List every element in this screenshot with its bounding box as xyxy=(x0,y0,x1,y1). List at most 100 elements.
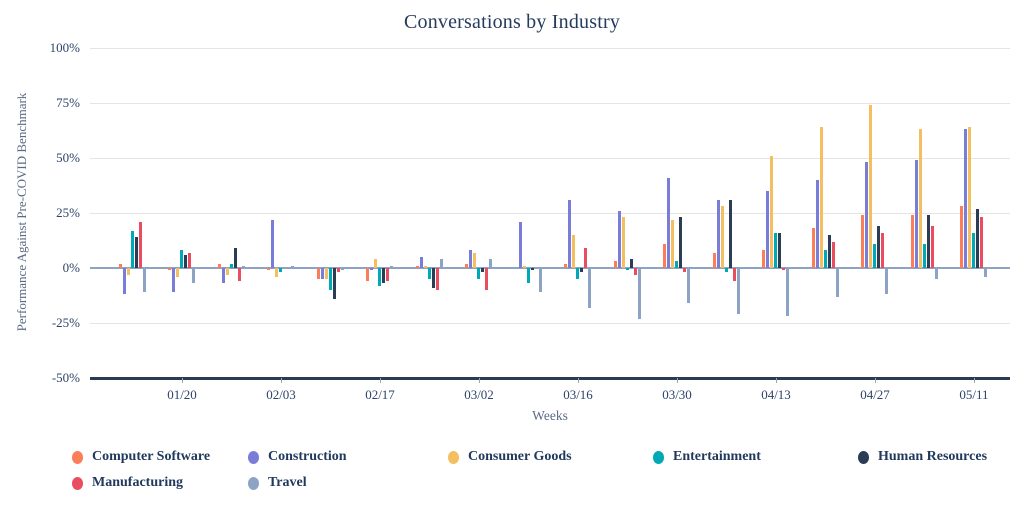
bar-consumer-goods-02-10 xyxy=(324,268,328,279)
bar-entertainment-01-13 xyxy=(130,230,134,268)
bar-entertainment-03-02 xyxy=(477,268,480,279)
bar-entertainment-03-30 xyxy=(675,261,678,268)
gridline xyxy=(90,323,1010,324)
bar-human-resources-02-10 xyxy=(332,268,336,299)
y-tick-label: 50% xyxy=(56,150,80,165)
bar-human-resources-01-27 xyxy=(233,248,237,268)
bar-computer-software-04-13 xyxy=(762,250,765,268)
x-tick-mark xyxy=(875,378,876,383)
legend-label: Consumer Goods xyxy=(468,449,572,464)
bar-consumer-goods-01-20 xyxy=(176,268,179,277)
gridline xyxy=(90,48,1010,49)
bar-entertainment-05-11 xyxy=(972,232,975,268)
bar-computer-software-04-06 xyxy=(712,252,716,268)
bar-travel-05-04 xyxy=(934,268,938,279)
x-axis-line xyxy=(90,377,1010,380)
x-tick-label: 03/30 xyxy=(662,387,692,402)
bar-consumer-goods-03-09 xyxy=(522,265,526,268)
bar-computer-software-01-13 xyxy=(118,263,122,268)
bar-manufacturing-03-16 xyxy=(584,248,587,268)
bar-computer-software-04-20 xyxy=(811,228,815,268)
x-tick-mark xyxy=(281,378,282,383)
bar-consumer-goods-01-27 xyxy=(225,268,229,275)
bar-manufacturing-01-27 xyxy=(237,268,241,282)
bar-consumer-goods-04-27 xyxy=(869,105,872,268)
legend-label: Human Resources xyxy=(878,449,988,464)
bar-human-resources-05-04 xyxy=(926,215,930,268)
bar-travel-03-09 xyxy=(538,268,542,293)
bar-entertainment-03-16 xyxy=(576,268,579,279)
x-tick-label: 04/13 xyxy=(761,387,791,402)
bar-entertainment-05-04 xyxy=(922,243,926,268)
bar-computer-software-01-20 xyxy=(168,268,171,271)
bar-construction-02-17 xyxy=(370,268,373,271)
bar-human-resources-04-13 xyxy=(778,232,781,268)
legend-item-construction[interactable]: Construction xyxy=(248,449,347,465)
bar-computer-software-04-27 xyxy=(861,215,864,268)
bar-manufacturing-03-30 xyxy=(683,268,686,273)
plot-area xyxy=(90,48,1010,380)
legend-item-consumer-goods[interactable]: Consumer Goods xyxy=(448,449,572,465)
y-tick-label: 75% xyxy=(56,95,80,110)
bar-entertainment-04-20 xyxy=(823,250,827,268)
bar-human-resources-05-11 xyxy=(976,208,979,268)
bar-travel-04-13 xyxy=(786,268,789,317)
x-tick-mark xyxy=(479,378,480,383)
bar-travel-03-02 xyxy=(489,259,492,268)
legend-item-human-resources[interactable]: Human Resources xyxy=(858,449,987,465)
bar-entertainment-04-27 xyxy=(873,243,876,268)
legend-marker-icon xyxy=(72,476,83,490)
legend-label: Construction xyxy=(268,449,347,464)
bar-human-resources-03-30 xyxy=(679,217,682,268)
x-tick-mark xyxy=(578,378,579,383)
bar-construction-01-27 xyxy=(221,268,225,284)
bar-travel-02-10 xyxy=(340,268,344,271)
bar-human-resources-02-17 xyxy=(382,268,385,284)
bar-manufacturing-03-02 xyxy=(485,268,488,290)
legend-item-manufacturing[interactable]: Manufacturing xyxy=(72,475,183,491)
x-tick-mark xyxy=(974,378,975,383)
bar-travel-03-23 xyxy=(637,268,641,319)
bar-consumer-goods-02-24 xyxy=(423,265,427,268)
bar-consumer-goods-04-06 xyxy=(720,206,724,268)
bar-human-resources-04-27 xyxy=(877,226,880,268)
bar-construction-03-16 xyxy=(568,199,571,268)
bar-computer-software-03-23 xyxy=(613,261,617,268)
legend-item-travel[interactable]: Travel xyxy=(248,475,307,491)
bar-consumer-goods-02-17 xyxy=(374,259,377,268)
x-tick-label: 01/20 xyxy=(167,387,197,402)
bar-travel-02-17 xyxy=(390,265,393,268)
bar-travel-04-06 xyxy=(736,268,740,315)
bar-computer-software-02-10 xyxy=(316,268,320,279)
bar-manufacturing-05-11 xyxy=(980,217,983,268)
bar-entertainment-02-03 xyxy=(279,268,282,273)
legend-item-entertainment[interactable]: Entertainment xyxy=(653,449,761,465)
bar-construction-01-13 xyxy=(122,268,126,295)
legend-item-computer-software[interactable]: Computer Software xyxy=(72,449,210,465)
bar-manufacturing-05-04 xyxy=(930,226,934,268)
bar-human-resources-03-02 xyxy=(481,268,484,273)
bar-manufacturing-04-27 xyxy=(881,232,884,268)
bar-computer-software-02-24 xyxy=(415,265,419,268)
x-tick-mark xyxy=(380,378,381,383)
bar-manufacturing-02-10 xyxy=(336,268,340,273)
bar-entertainment-02-10 xyxy=(328,268,332,290)
bar-human-resources-01-13 xyxy=(134,237,138,268)
bar-construction-05-11 xyxy=(964,129,967,268)
y-tick-label: 100% xyxy=(49,40,80,55)
bar-manufacturing-01-20 xyxy=(188,252,191,268)
x-tick-label: 03/02 xyxy=(464,387,494,402)
bar-construction-05-04 xyxy=(914,160,918,268)
bar-consumer-goods-01-13 xyxy=(126,268,130,275)
bar-manufacturing-01-13 xyxy=(138,221,142,268)
x-tick-label: 02/17 xyxy=(365,387,395,402)
bar-consumer-goods-05-04 xyxy=(918,129,922,268)
bar-construction-02-24 xyxy=(419,257,423,268)
bar-travel-01-20 xyxy=(192,268,195,284)
bar-travel-02-24 xyxy=(439,259,443,268)
legend-marker-icon xyxy=(248,476,259,490)
legend-label: Manufacturing xyxy=(92,475,183,490)
bar-manufacturing-03-23 xyxy=(633,268,637,275)
x-tick-mark xyxy=(677,378,678,383)
